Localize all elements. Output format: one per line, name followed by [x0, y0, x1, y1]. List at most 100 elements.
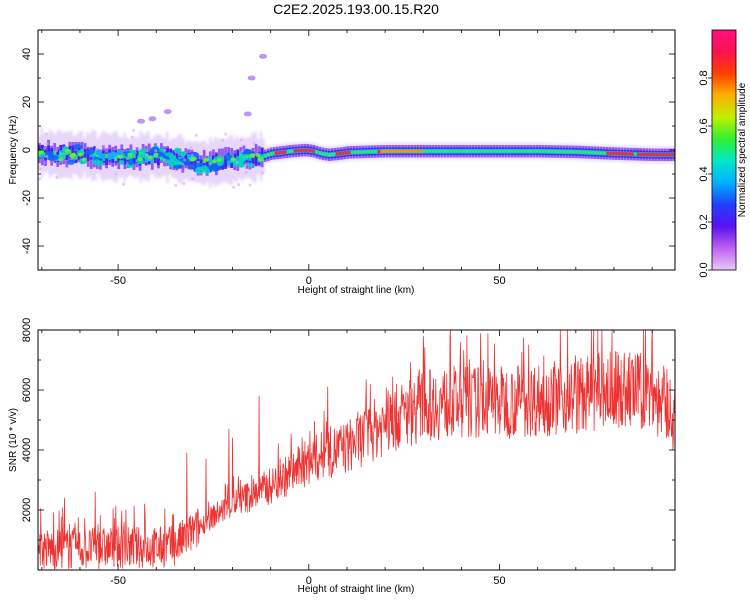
spectrogram-cell: [581, 150, 584, 154]
spectrogram-cell: [99, 150, 102, 159]
spectrogram-cell: [135, 150, 139, 164]
spectrogram-speckle: [163, 148, 167, 152]
spectrogram-cell: [468, 149, 472, 153]
spectrogram-cell: [83, 148, 87, 162]
spectrogram-cell: [224, 156, 227, 169]
spectrogram-speckle: [103, 145, 107, 149]
spectrogram-outlier: [163, 109, 172, 115]
spectrogram-blob: [204, 157, 210, 162]
spectrogram-cell: [523, 149, 526, 153]
spectrogram-cell: [529, 149, 533, 153]
spectrogram-cell: [315, 150, 319, 154]
spectrogram-cell: [446, 149, 450, 153]
spectrogram-peak: [335, 152, 339, 156]
spectrogram-peak: [386, 149, 390, 153]
spectrogram-speckle: [183, 158, 187, 162]
spectrogram-ytick-label: 40: [21, 48, 33, 60]
spectrogram-cell: [510, 149, 514, 153]
spectrogram-blob: [247, 162, 254, 168]
spectrogram-blob: [91, 159, 101, 165]
spectrogram-outlier: [243, 111, 252, 117]
spectrogram-speckle: [235, 160, 239, 164]
spectrogram-cell: [504, 149, 508, 153]
spectrogram-cell: [434, 149, 438, 153]
spectrogram-cell: [321, 152, 325, 156]
spectrogram-speckle: [174, 183, 178, 187]
snr-xlabel: Height of straight line (km): [298, 584, 415, 595]
spectrogram-cell: [245, 153, 249, 158]
spectrogram-peak: [642, 152, 646, 157]
spectrogram-speckle: [45, 154, 49, 158]
spectrogram-blob: [173, 147, 182, 154]
spectrogram-peak: [308, 148, 312, 153]
spectrogram-cell: [272, 151, 276, 155]
spectrogram-ytick-label: 20: [21, 96, 33, 108]
spectrogram-cell: [248, 153, 252, 159]
colorbar: 0.0 0.2 0.4 0.6 0.8 Normalized spectral ampl…: [698, 29, 748, 278]
spectrogram-cell: [422, 149, 426, 153]
spectrogram-cell: [175, 148, 179, 162]
colorbar-frame: [711, 29, 737, 271]
spectrogram-cell: [373, 150, 377, 153]
spectrogram-panel: -50 0 50 -40 -20 0 20 40 Height of straight lin…: [8, 29, 676, 296]
spectrogram-peak: [612, 151, 616, 156]
spectrogram-peak: [404, 149, 408, 153]
spectrogram-speckle: [122, 182, 126, 186]
spectrogram-speckle: [260, 171, 264, 175]
spectrogram-cell: [181, 153, 185, 162]
spectrogram-blob: [230, 157, 236, 162]
spectrogram-cell: [425, 149, 429, 153]
spectrogram-cell: [578, 150, 581, 154]
spectrogram-ytick-label: -20: [21, 190, 33, 206]
spectrogram-speckle: [189, 145, 193, 149]
spectrogram-speckle: [116, 154, 120, 158]
spectrogram-cell: [449, 149, 453, 153]
spectrogram-peak: [618, 152, 622, 156]
spectrogram-speckle: [241, 149, 245, 153]
spectrogram-cell: [269, 152, 273, 156]
spectrogram-speckle: [232, 185, 236, 189]
colorbar-tick-label: 0.2: [698, 214, 710, 229]
snr-xtick-label: 0: [306, 575, 312, 587]
spectrogram-cell: [80, 151, 84, 164]
spectrogram-blob: [47, 155, 54, 161]
spectrogram-cell: [462, 149, 465, 153]
spectrogram-blob: [38, 150, 41, 155]
spectrogram-speckle: [38, 177, 41, 181]
spectrogram-blob: [118, 159, 125, 165]
spectrogram-cell: [150, 155, 154, 164]
spectrogram-speckle: [54, 149, 58, 153]
spectrogram-speckle: [44, 132, 48, 136]
spectrogram-speckle: [244, 171, 248, 175]
spectrogram-cell: [324, 152, 328, 156]
spectrogram-blob: [138, 148, 148, 153]
spectrogram-speckle: [144, 153, 148, 157]
spectrogram-speckle: [55, 175, 59, 179]
spectrogram-peak: [658, 153, 662, 157]
spectrogram-peak: [389, 149, 393, 153]
spectrogram-peak: [630, 152, 634, 156]
spectrogram-peak: [274, 151, 278, 155]
spectrogram-cell: [486, 149, 490, 153]
spectrogram-peak: [649, 153, 653, 157]
spectrogram-cell: [575, 150, 578, 154]
spectrogram-cell: [532, 149, 536, 153]
snr-ytick-label: 4000: [21, 438, 33, 462]
spectrogram-cell: [157, 153, 160, 166]
snr-ytick-label: 6000: [21, 378, 33, 402]
spectrogram-blob: [255, 152, 261, 157]
spectrogram-blob: [64, 148, 70, 153]
spectrogram-cell: [160, 154, 163, 160]
spectrogram-blob: [187, 165, 197, 170]
spectrogram-peak: [661, 153, 665, 157]
spectrogram-cell: [492, 149, 496, 153]
spectrogram-speckle: [154, 149, 158, 153]
spectrogram-cell: [105, 153, 108, 159]
spectrogram-cell: [565, 150, 569, 154]
spectrogram-speckle: [38, 167, 42, 171]
spectrogram-cell: [544, 149, 548, 153]
spectrogram-cell: [208, 156, 212, 164]
spectrogram-cell: [227, 159, 230, 168]
spectrogram-peak: [377, 149, 381, 154]
